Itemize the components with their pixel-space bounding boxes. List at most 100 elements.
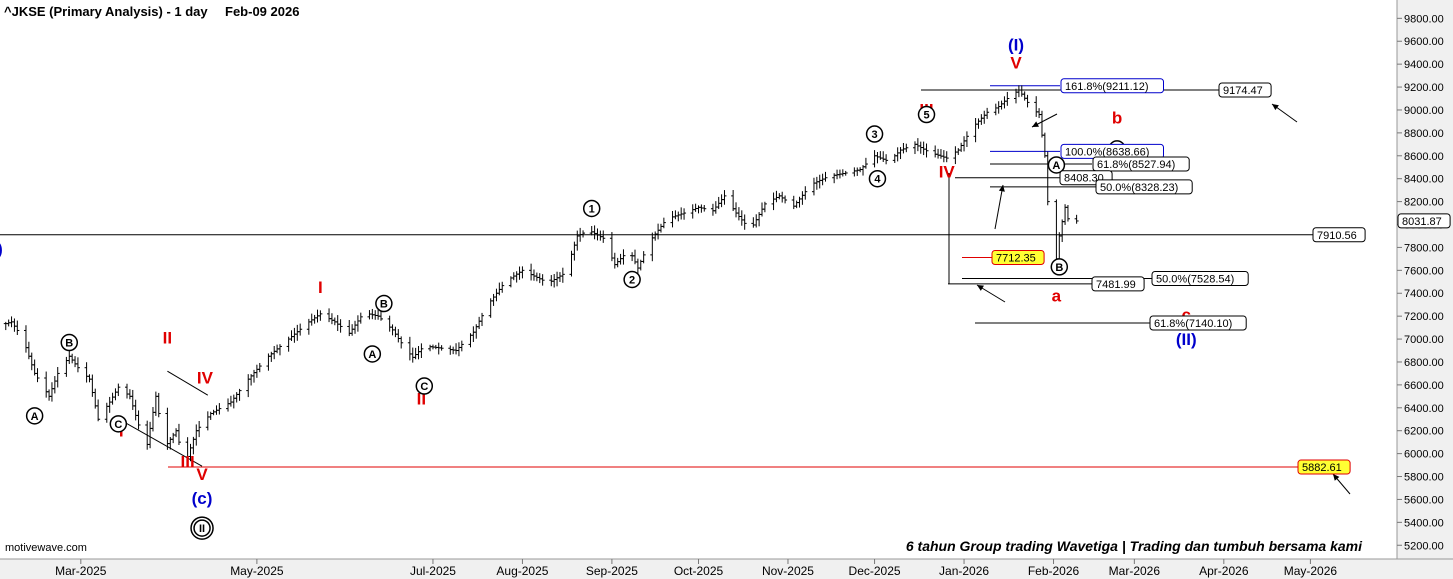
circled-label-ring (1050, 258, 1069, 276)
level-label-text: 7910.56 (1317, 230, 1357, 242)
circled-label-ring (582, 199, 601, 218)
x-axis-panel (0, 559, 1453, 579)
wave-label: a (1052, 286, 1062, 305)
level-label-box (1397, 213, 1451, 229)
circled-label-text: C (420, 381, 428, 393)
wave-label: ) (0, 239, 3, 258)
x-tick-label: Oct-2025 (674, 564, 724, 578)
projection-arrows (976, 103, 1351, 495)
level-label-box (1297, 459, 1351, 475)
level-label-text: 100.0%(8638.66) (1065, 146, 1149, 158)
level-label-text: 50.0%(8328.23) (1100, 182, 1178, 194)
y-tick-label: 6200.00 (1404, 426, 1444, 438)
y-tick-label: 7400.00 (1404, 288, 1444, 300)
wave-label: II (163, 329, 172, 348)
circled-label-ring (1047, 156, 1066, 174)
level-label-box (1092, 156, 1190, 172)
level-label-box (1095, 179, 1193, 195)
circled-label-ring (917, 105, 936, 124)
level-label-box (1091, 276, 1145, 292)
wave-label: IV (197, 369, 214, 388)
y-tick-label: 9200.00 (1404, 82, 1444, 94)
y-tick-label: 7600.00 (1404, 265, 1444, 277)
level-label-text: 161.8%(9211.12) (1065, 81, 1149, 93)
y-tick-label: 9600.00 (1404, 36, 1444, 48)
level-label-text: 7481.99 (1096, 279, 1136, 291)
y-tick-label: 9000.00 (1404, 105, 1444, 117)
level-label-text: 61.8%(8527.94) (1097, 159, 1175, 171)
arrow-head (977, 285, 984, 291)
wave-label: (I) (1008, 35, 1024, 54)
arrow-head (1032, 121, 1039, 127)
y-tick-label: 6800.00 (1404, 357, 1444, 369)
circled-label-text: A (368, 349, 376, 361)
level-label-text: 7712.35 (996, 252, 1036, 264)
wave-label: b (1112, 109, 1122, 128)
y-axis-panel (1397, 0, 1453, 579)
y-axis-ticks: 5200.00 5400.00 5600.00 5800.00 6000.00 6200.… (1397, 13, 1444, 552)
circled-label-ring (109, 415, 128, 433)
circled-label-text: A (31, 411, 39, 423)
circled-label-ring (60, 333, 79, 352)
circled-label-ring (375, 294, 393, 313)
level-label-box (1151, 271, 1249, 287)
y-tick-label: 9400.00 (1404, 59, 1444, 71)
y-tick-label: 7200.00 (1404, 311, 1444, 323)
circled-label-text: B (1055, 262, 1063, 274)
y-tick-label: 6000.00 (1404, 449, 1444, 461)
price-bars (3, 85, 1079, 462)
x-axis-ticks: Mar-2025 May-2025 Jul-2025 Aug-2025 Sep-2025… (55, 559, 1337, 578)
circled-label-ring (415, 377, 434, 395)
y-tick-label: 7800.00 (1404, 242, 1444, 254)
y-tick-label: 5200.00 (1404, 540, 1444, 552)
y-tick-label: 5400.00 (1404, 517, 1444, 529)
x-tick-label: Jul-2025 (410, 564, 456, 578)
wave-label: V (196, 465, 208, 484)
wave-label: (II) (1176, 330, 1197, 349)
level-label-text: 8408.30 (1064, 173, 1104, 185)
level-label-text: 50.0%(7528.54) (1156, 274, 1234, 286)
circled-label-text: 1 (589, 203, 595, 215)
arrow-head (1272, 104, 1279, 111)
y-tick-label: 8400.00 (1404, 174, 1444, 186)
y-tick-label: 9800.00 (1404, 13, 1444, 25)
level-label-box (991, 249, 1045, 265)
level-label-text: 5882.61 (1302, 462, 1342, 474)
arrow-head (1333, 474, 1340, 481)
x-tick-label: Sep-2025 (586, 564, 638, 578)
x-tick-label: Apr-2026 (1199, 564, 1249, 578)
wave-label: IV (939, 163, 956, 182)
x-tick-label: May-2026 (1284, 564, 1338, 578)
arrow-shaft (994, 184, 1004, 230)
circled-label-ring (623, 270, 641, 289)
x-tick-label: Aug-2025 (496, 564, 548, 578)
x-tick-label: Mar-2026 (1109, 564, 1161, 578)
level-label-text: 61.8%(7140.10) (1154, 318, 1232, 330)
x-tick-label: Mar-2025 (55, 564, 107, 578)
circled-label-ring (868, 169, 887, 188)
circled-label-text: II (199, 523, 205, 535)
diagonal-upper-line (167, 370, 209, 396)
y-tick-label: 5800.00 (1404, 472, 1444, 484)
wave-label: (c) (192, 489, 213, 508)
circled-label-text: 5 (923, 110, 929, 122)
level-label-text: 9174.47 (1223, 85, 1263, 97)
y-tick-label: 7000.00 (1404, 334, 1444, 346)
circled-label-ring (363, 345, 382, 363)
arrow-head (998, 185, 1005, 192)
chart-title: ^JKSE (Primary Analysis) - 1 day (4, 4, 208, 19)
x-tick-label: Nov-2025 (762, 564, 814, 578)
brand-watermark: motivewave.com (5, 542, 87, 554)
circled-label-ring (865, 125, 884, 143)
wave-label: V (1010, 54, 1022, 73)
wave-label: c (1182, 306, 1191, 325)
circled-label-text: 4 (874, 174, 881, 186)
level-labels: 161.8%(9211.12) 9174.47100.0%(8638.66)61.… (991, 78, 1451, 475)
tagline: 6 tahun Group trading Wavetiga | Trading… (906, 538, 1363, 554)
chart-date: Feb-09 2026 (225, 4, 299, 19)
x-tick-label: May-2025 (230, 564, 284, 578)
level-label-box (1060, 78, 1164, 94)
y-tick-label: 8600.00 (1404, 151, 1444, 163)
